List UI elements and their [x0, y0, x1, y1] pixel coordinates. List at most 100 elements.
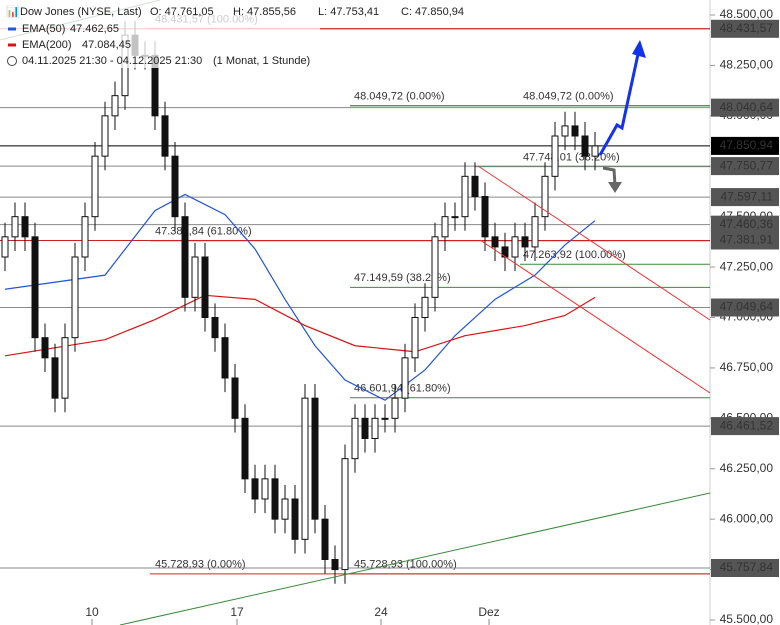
candle-body	[541, 175, 549, 218]
candle-body	[111, 95, 119, 117]
candle-body	[251, 478, 259, 500]
level-label: 47.750,77	[720, 158, 774, 172]
level-label-bg	[711, 231, 779, 250]
clock-icon	[7, 56, 17, 66]
trend-line	[119, 492, 711, 625]
header: 📊 Dow Jones (NYSE, Last) O: 47.761,05 H:…	[0, 0, 464, 68]
candle-body	[431, 236, 439, 298]
candle-body	[171, 155, 179, 218]
arrow-head	[632, 40, 646, 58]
candle-body	[361, 417, 369, 440]
candle-body	[511, 236, 519, 258]
ohlc-h: H: 47.855,56	[233, 6, 296, 18]
level-label: 47.460,36	[720, 217, 774, 231]
ohlc-l: L: 47.753,41	[318, 6, 379, 18]
fib-label: 47.380,84 (61.80%)	[155, 226, 252, 238]
candle-body	[191, 256, 199, 298]
candle-body	[411, 317, 419, 359]
interval: (1 Monat, 1 Stunde)	[213, 55, 310, 67]
title: Dow Jones (NYSE, Last)	[20, 6, 142, 18]
up-arrow	[598, 44, 642, 156]
plot: 10 17 24 Dez 48.049,72 (0.00%) 48.049,72 (0.0…	[0, 14, 710, 625]
candle-body	[1, 236, 9, 258]
header-bg	[0, 0, 320, 68]
period: 04.11.2025 21:30 - 04.12.2025 21:30	[22, 55, 202, 67]
candle-body	[351, 417, 359, 460]
legend-name: EMA(50)	[22, 23, 65, 35]
level-label: 47.850,94	[720, 138, 774, 152]
candle-body	[591, 145, 599, 157]
level-label: 47.597,11	[721, 189, 774, 203]
y-tick-label: 48.500,00	[720, 7, 774, 21]
candle-body	[281, 498, 289, 520]
fib-label: 45.728,93 (0.00%)	[155, 559, 246, 571]
candle-body	[61, 337, 69, 399]
candle-body	[571, 125, 579, 137]
candle-body	[231, 377, 239, 419]
legend-name: EMA(200)	[22, 39, 72, 51]
candle-body	[51, 357, 59, 399]
candle-body	[401, 357, 409, 399]
candle-body	[451, 216, 459, 219]
level-label: 45.757,84	[720, 560, 774, 574]
candle-body	[381, 417, 389, 420]
level-label-bg	[711, 417, 779, 436]
fib-label: 47.149,59 (38.20%)	[354, 272, 451, 284]
legend-value: 47.084,45	[82, 39, 131, 51]
candle-body	[581, 135, 589, 157]
candle-body	[421, 296, 429, 319]
candle-body	[91, 155, 99, 218]
candle-body	[71, 256, 79, 339]
y-tick-label: 47.250,00	[720, 259, 774, 273]
y-tick-label: 46.750,00	[720, 360, 774, 374]
candle-body	[391, 397, 399, 419]
fib-label: 48.049,72 (0.00%)	[354, 91, 445, 103]
candle-body	[81, 216, 89, 258]
ohlc-o: O: 47.761,05	[150, 6, 214, 18]
level-label: 48.040,64	[720, 100, 774, 114]
level-label: 47.381,91	[720, 233, 774, 247]
candle-body	[301, 397, 309, 540]
candle-body	[341, 458, 349, 571]
candle-body	[321, 518, 329, 561]
ohlc-c: C: 47.850,94	[401, 6, 464, 18]
level-label-bg	[711, 188, 779, 207]
candle-body	[101, 115, 109, 157]
candle-body	[521, 236, 529, 248]
fib-label: 47.263,92 (100.00%)	[523, 249, 626, 261]
price-axis: 48.500,0048.250,0048.000,0047.750,0047.5…	[710, 7, 779, 625]
candle-body	[311, 397, 319, 520]
x-tick-label: Dez	[478, 605, 499, 619]
level-label: 48.431,57	[720, 21, 774, 35]
ema-line	[4, 294, 596, 357]
down-arrow	[602, 166, 617, 186]
ema-line	[4, 193, 596, 401]
y-tick-label: 46.250,00	[720, 461, 774, 475]
x-tick-label: 10	[85, 605, 99, 619]
candle-body	[481, 196, 489, 238]
level-label: 46.461,52	[720, 418, 774, 432]
x-tick-label: 24	[374, 605, 388, 619]
channel-line	[479, 239, 711, 394]
candle-body	[331, 559, 339, 571]
candle-body	[201, 256, 209, 318]
candle-body	[291, 498, 299, 540]
candle-body	[471, 175, 479, 197]
level-label: 47.049,64	[720, 300, 774, 314]
candle-body	[551, 135, 559, 177]
arrow-head	[608, 182, 622, 193]
icon: 📊	[6, 5, 20, 18]
y-tick-label: 45.500,00	[720, 612, 774, 625]
candle-body	[441, 216, 449, 238]
candle-body	[211, 317, 219, 339]
y-tick-label: 48.250,00	[720, 58, 774, 72]
candle-body	[371, 417, 379, 440]
candle-body	[271, 478, 279, 520]
candle-body	[31, 236, 39, 339]
candle-body	[161, 115, 169, 157]
level-label-bg	[711, 298, 779, 317]
candle-body	[461, 175, 469, 218]
level-label-bg	[711, 136, 779, 155]
level-label-bg	[711, 157, 779, 176]
